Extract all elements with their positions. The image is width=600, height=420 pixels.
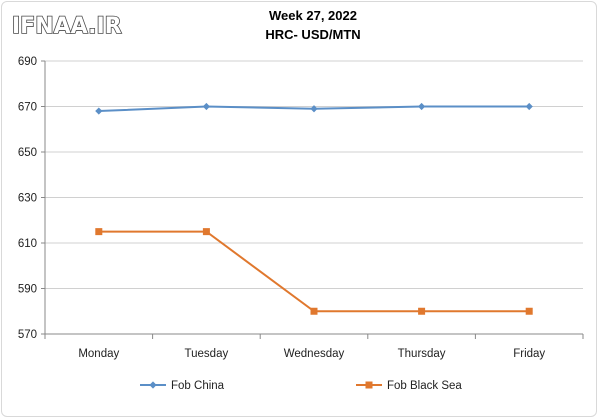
data-point bbox=[525, 307, 533, 315]
site-logo: IFNAA.IR bbox=[12, 14, 122, 39]
data-point bbox=[310, 307, 318, 315]
y-tick-label: 690 bbox=[18, 56, 37, 68]
data-point bbox=[202, 228, 210, 236]
data-point bbox=[418, 102, 426, 111]
axes bbox=[41, 60, 584, 339]
series-line bbox=[98, 230, 530, 313]
legend: Fob China Fob Black Sea bbox=[140, 380, 462, 392]
data-point bbox=[525, 102, 533, 111]
data-point bbox=[202, 102, 210, 111]
data-point bbox=[310, 105, 318, 113]
legend-marker bbox=[365, 381, 373, 389]
y-tick-label: 650 bbox=[18, 147, 37, 159]
x-tick-label: Thursday bbox=[398, 348, 446, 360]
data-point bbox=[95, 107, 103, 115]
grid-lines bbox=[45, 60, 583, 335]
y-tick-label: 570 bbox=[18, 329, 37, 341]
y-tick-label: 610 bbox=[18, 238, 37, 250]
data-point bbox=[95, 228, 103, 236]
legend-marker bbox=[149, 381, 157, 389]
y-axis-ticks: 570 590 610 630 650 670 690 bbox=[18, 56, 37, 341]
y-tick-label: 630 bbox=[18, 193, 37, 205]
series-group bbox=[95, 102, 533, 315]
data-point bbox=[418, 307, 426, 315]
y-tick-label: 590 bbox=[18, 284, 37, 296]
x-tick-label: Friday bbox=[513, 348, 545, 360]
x-axis-ticks: Monday Tuesday Wednesday Thursday Friday bbox=[78, 348, 545, 360]
legend-label: Fob China bbox=[171, 380, 225, 392]
chart-subtitle: HRC- USD/MTN bbox=[265, 27, 360, 42]
chart-title: Week 27, 2022 bbox=[269, 8, 357, 23]
legend-label: Fob Black Sea bbox=[387, 380, 462, 392]
y-tick-label: 670 bbox=[18, 102, 37, 114]
x-tick-label: Tuesday bbox=[185, 348, 229, 360]
x-tick-label: Wednesday bbox=[284, 348, 345, 360]
x-tick-label: Monday bbox=[78, 348, 119, 360]
